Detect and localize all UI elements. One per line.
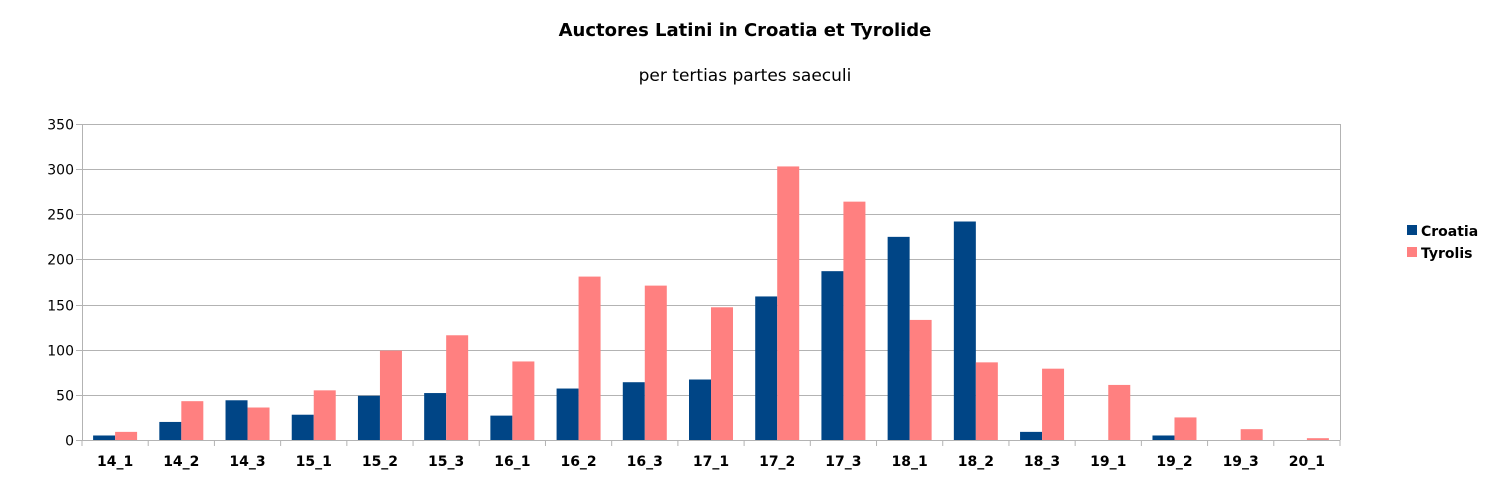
x-tick-label: 16_2 (560, 454, 596, 470)
bar-croatia (953, 221, 976, 440)
y-tick-label: 150 (47, 299, 74, 315)
x-tick-label: 18_3 (1024, 454, 1060, 470)
bar-tyrolis (777, 166, 800, 441)
bar-tyrolis (115, 431, 138, 440)
bar-tyrolis (1240, 429, 1263, 440)
y-tick-label: 350 (47, 118, 74, 134)
x-tick-label: 18_1 (892, 454, 928, 470)
bar-croatia (622, 382, 645, 440)
bar-tyrolis (446, 335, 469, 440)
bar-croatia (490, 415, 513, 440)
bar-croatia (424, 393, 447, 440)
bar-croatia (93, 435, 116, 440)
bars (93, 166, 1329, 441)
x-tick-label: 19_1 (1090, 454, 1126, 470)
x-tick-label: 15_2 (362, 454, 398, 470)
bar-croatia (1020, 431, 1043, 440)
bar-tyrolis (1042, 368, 1065, 440)
x-tick-label: 20_1 (1289, 454, 1325, 470)
bar-tyrolis (975, 362, 998, 440)
bar-tyrolis (843, 201, 866, 440)
bar-croatia (755, 296, 778, 440)
legend-label-croatia: Croatia (1421, 224, 1478, 240)
bar-croatia (556, 388, 579, 440)
bar-croatia (1152, 435, 1175, 440)
y-tick-label: 200 (47, 253, 74, 269)
legend-swatch-croatia (1407, 225, 1417, 235)
x-tick-label: 17_3 (825, 454, 861, 470)
x-axis-tick-labels: 14_1 14_2 14_3 15_1 15_2 15_3 16_1 16_2 16_3 17_1… (81, 440, 1341, 470)
bar-tyrolis (181, 401, 204, 440)
x-tick-label: 18_2 (958, 454, 994, 470)
legend-swatch-tyrolis (1407, 247, 1417, 257)
x-tick-label: 14_1 (97, 454, 133, 470)
y-tick-label: 0 (65, 434, 74, 450)
bar-croatia (357, 395, 380, 440)
x-tick-label: 17_1 (693, 454, 729, 470)
legend: Croatia Tyrolis (1407, 224, 1478, 262)
chart-title: Auctores Latini in Croatia et Tyrolide (558, 20, 932, 41)
x-tick-label: 14_2 (163, 454, 199, 470)
bar-tyrolis (512, 361, 535, 440)
bar-croatia (821, 271, 844, 440)
bar-tyrolis (313, 390, 336, 440)
bar-tyrolis (379, 350, 402, 440)
bar-tyrolis (1306, 438, 1329, 440)
bar-tyrolis (711, 307, 733, 440)
y-tick-label: 300 (47, 163, 74, 179)
bar-tyrolis (1108, 384, 1131, 440)
grid-lines (76, 124, 1340, 441)
bar-croatia (887, 236, 910, 440)
x-tick-label: 17_2 (759, 454, 795, 470)
y-tick-label: 250 (47, 208, 74, 224)
y-tick-label: 100 (47, 344, 74, 360)
bar-tyrolis (644, 285, 667, 440)
x-tick-label: 19_3 (1223, 454, 1259, 470)
bar-tyrolis (1174, 417, 1197, 440)
bar-croatia (159, 421, 182, 440)
x-tick-label: 15_1 (296, 454, 332, 470)
x-tick-label: 19_2 (1156, 454, 1192, 470)
x-tick-label: 16_1 (494, 454, 530, 470)
bar-tyrolis (247, 407, 270, 440)
chart-subtitle: per tertias partes saeculi (638, 66, 852, 86)
x-tick-label: 15_3 (428, 454, 464, 470)
bar-tyrolis (578, 276, 601, 440)
bar-croatia (225, 400, 248, 440)
legend-label-tyrolis: Tyrolis (1421, 246, 1472, 262)
axes (82, 124, 1341, 441)
y-axis-tick-labels: 0 50 100 150 200 250 300 350 (47, 118, 74, 450)
x-tick-label: 14_3 (229, 454, 265, 470)
bar-croatia (291, 414, 314, 440)
bar-tyrolis (909, 319, 932, 440)
y-tick-label: 50 (56, 389, 74, 405)
bar-croatia (689, 379, 711, 440)
x-tick-label: 16_3 (627, 454, 663, 470)
